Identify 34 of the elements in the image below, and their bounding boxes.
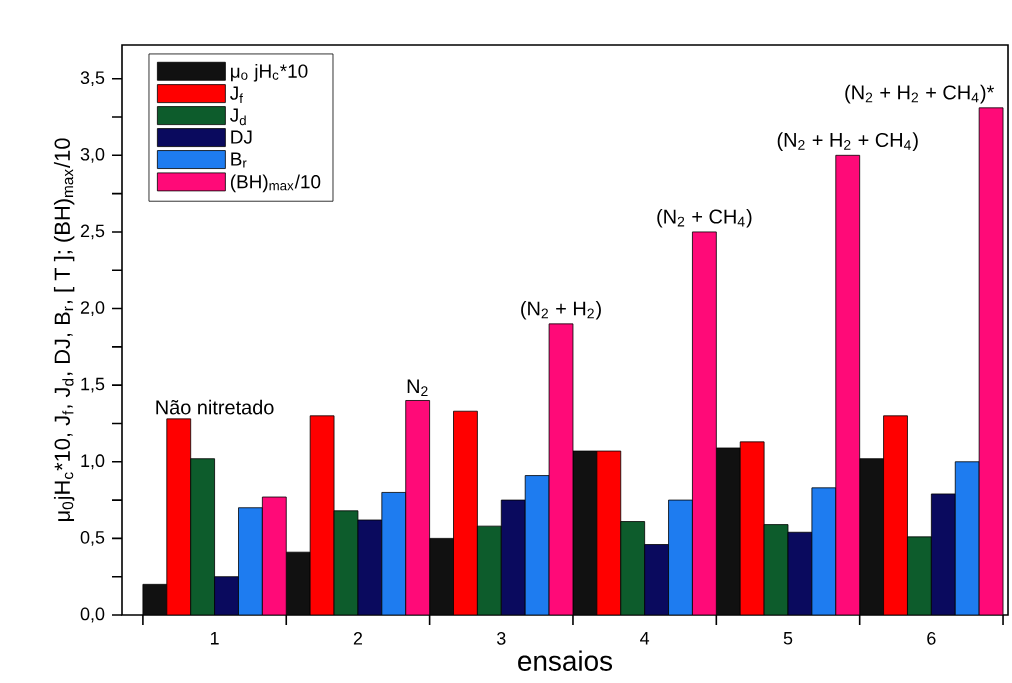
- bar: [548, 323, 574, 615]
- legend-label: (BH)$_{max}$/10: [230, 174, 321, 193]
- annotation: (N$_{2}$ + H$_{2}$ + CH$_{4}$): [777, 132, 918, 151]
- x-tick-label: 5: [783, 632, 793, 645]
- annotation: N$_{2}$: [407, 379, 428, 397]
- bar: [692, 231, 717, 615]
- x-tick-label: 4: [640, 632, 650, 645]
- text: μ$_{0}$jH$_{c}$*10, J$_{f}$, J$_{d}$, DJ, B$_{r}$, [ T ]; (BH)$_{max}$/10: [53, 138, 75, 522]
- y-tick-label: 2,0: [80, 301, 105, 316]
- x-tick-label: 3: [496, 632, 506, 645]
- legend-label: μ$_{o}$ jH$_{c}$*10: [231, 63, 308, 82]
- y-tick-label: 1,0: [81, 454, 105, 470]
- y-tick-label: 0,0: [80, 607, 105, 623]
- bar: [835, 154, 861, 615]
- y-tick-label: 1,5: [81, 377, 105, 393]
- x-tick-label: 6: [927, 632, 936, 645]
- y-tick-label: 3,0: [80, 147, 105, 163]
- y-tick-label: 2,5: [80, 224, 105, 240]
- annotation: (N$_{2}$ + CH$_{4}$): [657, 208, 752, 228]
- y-tick-label: 0,5: [80, 530, 105, 546]
- bar: [261, 496, 287, 615]
- annotation: (N$_{2}$ + H$_{2}$): [521, 300, 601, 320]
- legend-label: B$_{r}$: [231, 152, 247, 168]
- annotation: Não nitretado: [156, 399, 274, 415]
- x-tick-label: 1: [210, 632, 219, 645]
- x-axis-title: ensaios: [518, 650, 613, 671]
- bar: [978, 107, 1004, 615]
- bar: [405, 400, 431, 615]
- legend-label: J$_{f}$: [230, 86, 243, 104]
- legend-label: DJ: [231, 130, 252, 144]
- legend-label: J$_{d}$: [230, 108, 246, 126]
- x-tick-label: 2: [353, 632, 363, 645]
- y-tick-label: 3,5: [80, 71, 105, 87]
- annotation: (N$_{2}$ + H$_{2}$ + CH$_{4}$)*: [845, 84, 995, 104]
